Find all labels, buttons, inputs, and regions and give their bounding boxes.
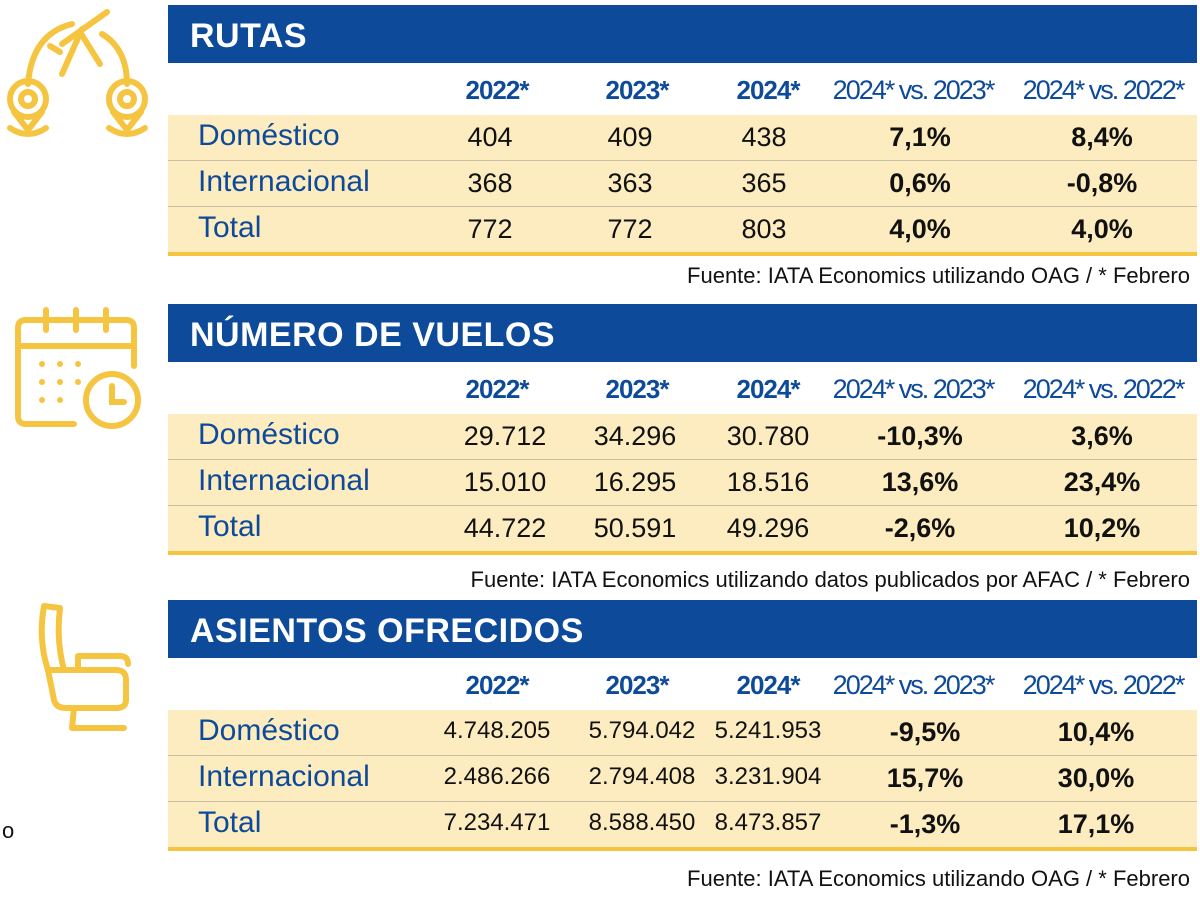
column-headers: 2022* 2023* 2024* 2024* vs. 2023* 2024* … bbox=[168, 658, 1197, 710]
column-headers: 2022* 2023* 2024* 2024* vs. 2023* 2024* … bbox=[168, 63, 1197, 115]
cell: 34.296 bbox=[593, 421, 677, 451]
cell: 5.794.042 bbox=[588, 717, 696, 744]
cell: 3,6% bbox=[1071, 421, 1133, 451]
section-numero-de-vuelos: NÚMERO DE VUELOS 2022* 2023* 2024* 2024*… bbox=[168, 304, 1197, 555]
row-label: Doméstico bbox=[198, 714, 340, 747]
cell: 772 bbox=[467, 214, 513, 244]
cell: 438 bbox=[741, 122, 787, 152]
column-header: 2024* bbox=[736, 374, 801, 404]
source-note: Fuente: IATA Economics utilizando OAG / … bbox=[687, 263, 1190, 288]
cell: 15.010 bbox=[463, 467, 547, 497]
cell: 4.748.205 bbox=[443, 717, 551, 744]
cell: -0,8% bbox=[1066, 168, 1138, 198]
row-label: Doméstico bbox=[198, 119, 340, 152]
cell: 8,4% bbox=[1071, 122, 1133, 152]
cell: -10,3% bbox=[877, 421, 963, 451]
column-headers: 2022* 2023* 2024* 2024* vs. 2023* 2024* … bbox=[168, 362, 1197, 414]
section-asientos-ofrecidos: ASIENTOS OFRECIDOS 2022* 2023* 2024* 202… bbox=[168, 600, 1197, 851]
cell: 409 bbox=[607, 122, 653, 152]
table-row: Total 772 772 803 4,0% 4,0% bbox=[168, 207, 1197, 256]
table-row: Doméstico 29.712 34.296 30.780 -10,3% 3,6% bbox=[168, 414, 1197, 460]
table-row: Doméstico 404 409 438 7,1% 8,4% bbox=[168, 115, 1197, 161]
column-header: 2024* bbox=[736, 670, 801, 700]
column-header: 2024* vs. 2022* bbox=[1022, 670, 1186, 700]
cell: 803 bbox=[741, 214, 787, 244]
cell: 404 bbox=[467, 122, 513, 152]
cell: 8.588.450 bbox=[588, 809, 696, 836]
cell: 44.722 bbox=[463, 513, 547, 543]
cell: 4,0% bbox=[1071, 214, 1133, 244]
cell: -2,6% bbox=[884, 513, 956, 543]
cell: 16.295 bbox=[593, 467, 677, 497]
cell: 2.794.408 bbox=[588, 763, 696, 790]
column-header: 2024* vs. 2022* bbox=[1022, 374, 1186, 404]
column-header: 2024* bbox=[736, 75, 801, 105]
cell: 8.473.857 bbox=[714, 809, 822, 836]
section-title: NÚMERO DE VUELOS bbox=[168, 304, 1197, 362]
row-label: Internacional bbox=[198, 165, 370, 198]
column-header: 2023* bbox=[605, 670, 670, 700]
cell: 23,4% bbox=[1063, 467, 1141, 497]
table-row: Total 7.234.471 8.588.450 8.473.857 -1,3% 17,… bbox=[168, 802, 1197, 851]
section-rutas: RUTAS 2022* 2023* 2024* 2024* vs. 2023* … bbox=[168, 5, 1197, 256]
row-label: Internacional bbox=[198, 464, 370, 497]
cell: 365 bbox=[741, 168, 787, 198]
cell: 30.780 bbox=[726, 421, 810, 451]
cell: 772 bbox=[607, 214, 653, 244]
cell: 3.231.904 bbox=[714, 763, 822, 790]
row-label: Internacional bbox=[198, 760, 370, 793]
section-title: RUTAS bbox=[168, 5, 1197, 63]
column-header: 2023* bbox=[605, 75, 670, 105]
cell: 15,7% bbox=[886, 763, 964, 793]
row-label: Doméstico bbox=[198, 418, 340, 451]
source-note: Fuente: IATA Economics utilizando datos … bbox=[470, 567, 1190, 592]
stray-text: o bbox=[2, 818, 15, 843]
column-header: 2022* bbox=[465, 374, 530, 404]
cell: 7,1% bbox=[889, 122, 951, 152]
table-row: Doméstico 4.748.205 5.794.042 5.241.953 -9,5… bbox=[168, 710, 1197, 756]
source-note: Fuente: IATA Economics utilizando OAG / … bbox=[687, 866, 1190, 891]
cell: -9,5% bbox=[889, 717, 961, 747]
cell: -1,3% bbox=[889, 809, 961, 839]
column-header: 2024* vs. 2023* bbox=[832, 75, 996, 105]
table-row: Internacional 368 363 365 0,6% -0,8% bbox=[168, 161, 1197, 207]
cell: 363 bbox=[607, 168, 653, 198]
section-title: ASIENTOS OFRECIDOS bbox=[168, 600, 1197, 658]
cell: 29.712 bbox=[463, 421, 547, 451]
cell: 7.234.471 bbox=[443, 809, 551, 836]
cell: 13,6% bbox=[881, 467, 959, 497]
row-label: Total bbox=[198, 211, 262, 244]
cell: 49.296 bbox=[726, 513, 810, 543]
column-header: 2023* bbox=[605, 374, 670, 404]
calendar-clock-icon bbox=[15, 307, 141, 429]
cell: 4,0% bbox=[889, 214, 951, 244]
seat-icon bbox=[38, 603, 131, 731]
cell: 368 bbox=[467, 168, 513, 198]
table-row: Internacional 15.010 16.295 18.516 13,6% 23,4… bbox=[168, 460, 1197, 506]
cell: 2.486.266 bbox=[443, 763, 551, 790]
cell: 10,2% bbox=[1063, 513, 1141, 543]
row-label: Total bbox=[198, 510, 262, 543]
table-row: Internacional 2.486.266 2.794.408 3.231.904… bbox=[168, 756, 1197, 802]
cell: 10,4% bbox=[1057, 717, 1135, 747]
cell: 0,6% bbox=[889, 168, 951, 198]
plane-route-icon bbox=[7, 9, 148, 137]
table-row: Total 44.722 50.591 49.296 -2,6% 10,2% bbox=[168, 506, 1197, 555]
cell: 50.591 bbox=[593, 513, 677, 543]
row-label: Total bbox=[198, 806, 262, 839]
column-header: 2022* bbox=[465, 75, 530, 105]
cell: 5.241.953 bbox=[714, 717, 822, 744]
column-header: 2024* vs. 2023* bbox=[832, 374, 996, 404]
cell: 18.516 bbox=[726, 467, 810, 497]
cell: 17,1% bbox=[1057, 809, 1135, 839]
column-header: 2024* vs. 2022* bbox=[1022, 75, 1186, 105]
cell: 30,0% bbox=[1057, 763, 1135, 793]
column-header: 2022* bbox=[465, 670, 530, 700]
column-header: 2024* vs. 2023* bbox=[832, 670, 996, 700]
